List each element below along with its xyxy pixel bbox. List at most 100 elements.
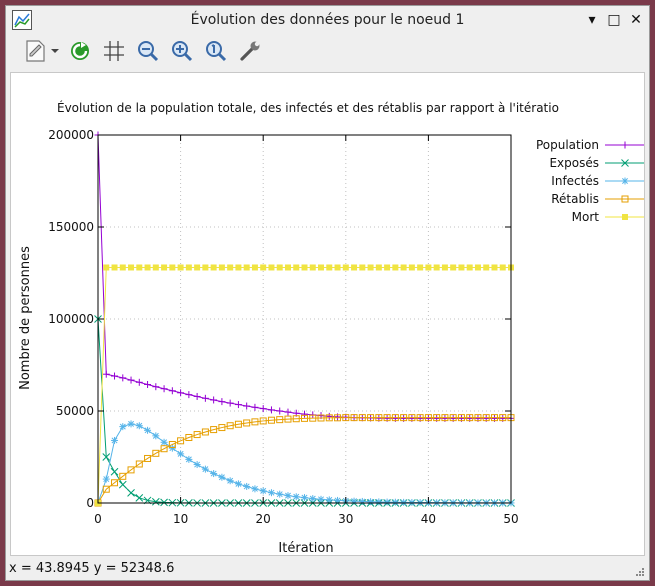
data-point-mort — [483, 264, 490, 271]
data-point-mort — [268, 264, 275, 271]
legend-label-mort: Mort — [572, 210, 600, 224]
maximize-button[interactable]: □ — [607, 12, 621, 28]
data-point-mort — [351, 264, 358, 271]
data-point-infectes — [152, 432, 160, 440]
resize-grip-icon[interactable] — [635, 567, 645, 577]
replot-button[interactable] — [66, 37, 94, 65]
data-point-retablis — [193, 431, 201, 439]
grid-button[interactable] — [100, 37, 128, 65]
data-point-mort — [301, 264, 308, 271]
status-bar: x = 43.8945 y = 52348.6 — [6, 558, 649, 580]
data-point-infectes — [267, 489, 275, 497]
x-tick-label: 30 — [338, 512, 353, 526]
data-point-infectes — [119, 423, 127, 431]
data-point-retablis — [358, 414, 366, 422]
data-point-mort — [260, 264, 267, 271]
data-point-population — [301, 410, 308, 418]
data-point-retablis — [251, 418, 259, 426]
data-point-mort — [318, 264, 325, 271]
data-point-mort — [474, 264, 481, 271]
data-point-retablis — [325, 414, 333, 422]
x-tick-label: 10 — [173, 512, 188, 526]
data-point-mort — [384, 264, 391, 271]
data-point-exposes — [135, 493, 144, 502]
legend-label-population: Population — [536, 138, 599, 152]
data-point-retablis — [259, 417, 267, 425]
data-point-retablis — [201, 428, 209, 436]
data-point-population — [251, 403, 259, 411]
data-point-retablis — [243, 419, 251, 427]
series-line-population — [97, 134, 511, 419]
data-point-infectes — [408, 498, 416, 506]
data-point-infectes — [325, 496, 333, 504]
data-point-mort — [210, 264, 217, 271]
data-point-retablis — [168, 440, 176, 448]
data-point-mort — [450, 264, 457, 271]
data-point-infectes — [135, 422, 143, 430]
settings-button[interactable] — [236, 37, 264, 65]
data-point-retablis — [457, 414, 465, 422]
data-point-infectes — [193, 461, 201, 469]
data-point-mort — [218, 264, 225, 271]
x-tick-label: 0 — [94, 512, 102, 526]
data-point-retablis — [210, 426, 218, 434]
data-point-infectes — [168, 444, 176, 452]
plot-frame — [97, 134, 512, 504]
data-point-mort — [177, 264, 184, 271]
data-point-infectes — [226, 477, 234, 485]
zoom-out-icon — [138, 41, 159, 62]
data-point-retablis — [490, 414, 498, 422]
data-point-retablis — [102, 485, 110, 493]
data-point-retablis — [474, 414, 482, 422]
data-point-mort — [425, 264, 432, 271]
plot-area[interactable]: 0 10 20 30 40 50 0 50000 100000 150000 200000 Évol… — [10, 72, 645, 556]
minimize-button[interactable]: ▾ — [588, 12, 596, 28]
data-point-mort — [499, 264, 506, 271]
legend-marker-mort — [622, 214, 628, 220]
data-point-population — [234, 401, 242, 409]
data-point-infectes — [358, 497, 366, 505]
zoom-in-button[interactable] — [168, 37, 196, 65]
data-point-mort — [194, 264, 201, 271]
x-tick-label: 20 — [256, 512, 271, 526]
data-point-exposes — [151, 497, 160, 506]
export-button[interactable] — [20, 37, 62, 65]
data-point-infectes — [317, 495, 325, 503]
data-point-infectes — [111, 436, 119, 444]
data-point-population — [160, 385, 168, 393]
data-point-retablis — [135, 460, 143, 468]
data-point-infectes — [367, 498, 375, 506]
y-axis-label: Nombre de personnes — [18, 246, 33, 390]
legend-marker-exposes — [621, 159, 629, 167]
data-point-mort — [400, 264, 407, 271]
data-point-retablis — [375, 414, 383, 422]
y-tick-label: 100000 — [48, 312, 94, 326]
data-point-exposes — [160, 498, 168, 507]
data-point-mort — [441, 264, 448, 271]
zoom-reset-button[interactable] — [202, 37, 230, 65]
data-point-mort — [185, 264, 192, 271]
data-point-infectes — [276, 490, 284, 498]
data-point-mort — [293, 264, 300, 271]
data-point-mort — [202, 264, 209, 271]
data-point-retablis — [226, 422, 234, 430]
series-line-infectes — [97, 423, 512, 504]
data-point-population — [152, 383, 160, 391]
data-point-infectes — [259, 487, 267, 495]
data-point-infectes — [201, 465, 209, 473]
data-point-retablis — [317, 414, 325, 422]
series-line-retablis — [97, 417, 511, 504]
data-point-retablis — [383, 414, 391, 422]
data-point-mort — [235, 264, 242, 271]
legend-label-exposes: Exposés — [549, 156, 599, 170]
data-point-exposes — [102, 453, 111, 461]
zoom-out-button[interactable] — [134, 37, 162, 65]
data-point-mort — [417, 264, 424, 271]
data-point-retablis — [466, 414, 474, 422]
chart-svg: 0 10 20 30 40 50 0 50000 100000 150000 200000 Évol… — [18, 100, 644, 555]
close-button[interactable]: ✕ — [630, 12, 642, 28]
data-point-mort — [243, 264, 250, 271]
title-clip — [559, 93, 644, 133]
data-point-retablis — [276, 416, 284, 424]
replot-icon — [71, 42, 89, 60]
